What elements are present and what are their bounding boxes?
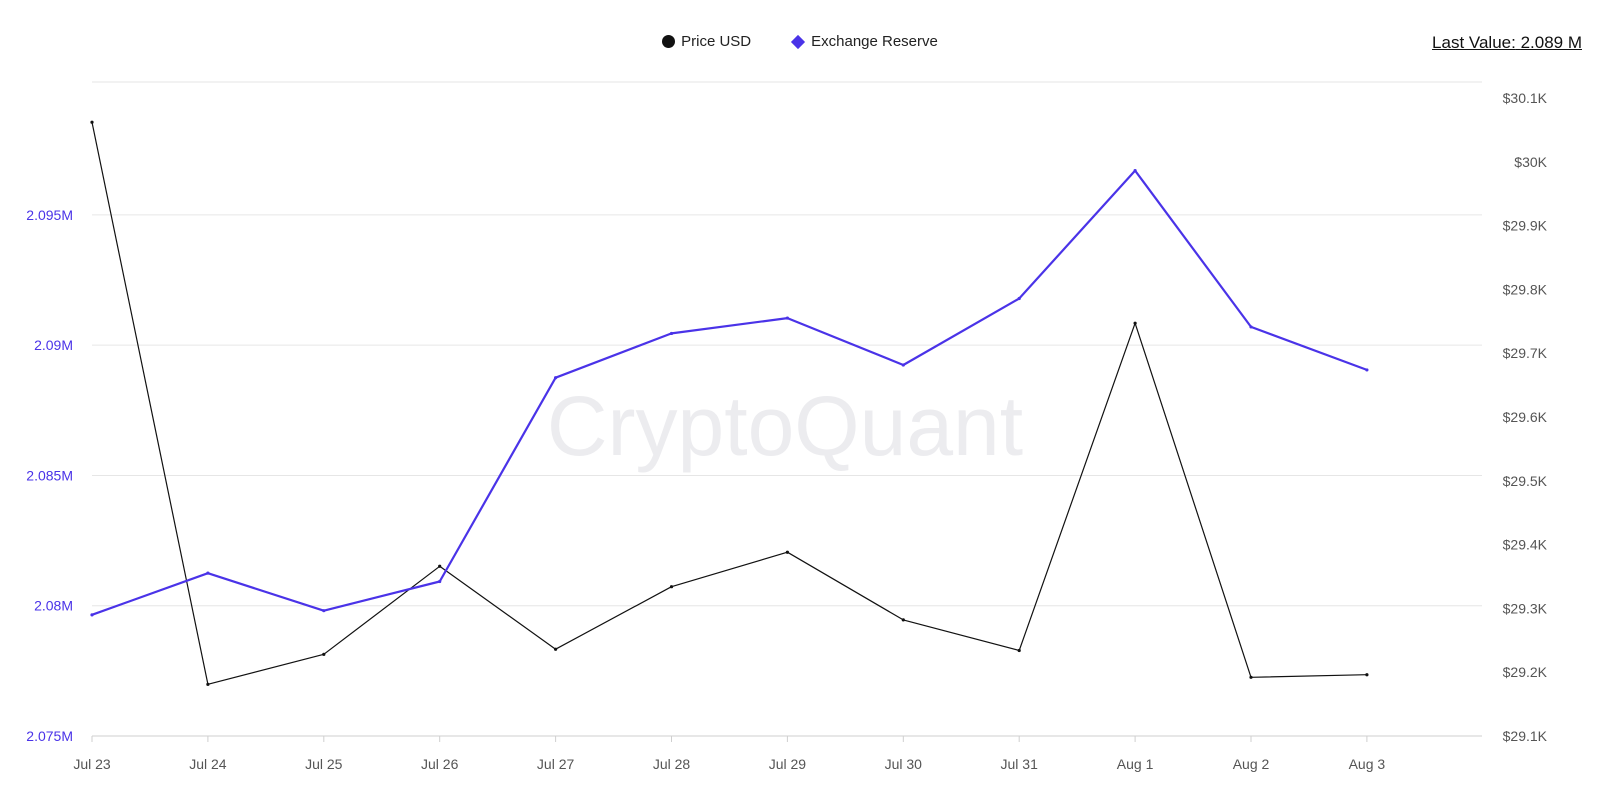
x-tick-label: Jul 25 xyxy=(305,756,343,772)
data-point-exchange-reserve xyxy=(206,571,210,575)
y-right-tick-label: $29.8K xyxy=(1503,281,1548,297)
data-point-price-usd xyxy=(90,120,94,124)
y-right-tick-label: $29.1K xyxy=(1503,728,1548,744)
data-point-price-usd xyxy=(1133,321,1137,325)
data-point-exchange-reserve xyxy=(322,609,326,613)
data-point-price-usd xyxy=(322,652,326,656)
data-point-price-usd xyxy=(1017,648,1021,653)
data-point-price-usd xyxy=(554,647,558,651)
data-point-exchange-reserve xyxy=(1133,168,1137,173)
data-point-price-usd xyxy=(438,564,442,568)
x-tick-label: Jul 30 xyxy=(885,756,923,772)
x-tick-label: Jul 28 xyxy=(653,756,691,772)
y-right-tick-label: $30K xyxy=(1514,154,1547,170)
x-tick-label: Aug 2 xyxy=(1233,756,1270,772)
legend-label-price-usd: Price USD xyxy=(681,33,752,50)
data-point-price-usd xyxy=(1249,675,1253,679)
data-point-exchange-reserve xyxy=(90,613,94,617)
data-point-price-usd xyxy=(785,550,790,554)
last-value-number: 2.089 M xyxy=(1520,33,1582,52)
last-value-readout: Last Value: 2.089 M xyxy=(1432,33,1582,53)
x-tick-label: Jul 24 xyxy=(189,756,227,772)
data-point-exchange-reserve xyxy=(785,316,790,320)
x-tick-label: Jul 29 xyxy=(769,756,807,772)
y-right-tick-label: $29.5K xyxy=(1503,473,1548,489)
x-tick-label: Jul 26 xyxy=(421,756,459,772)
y-right-tick-label: $30.1K xyxy=(1503,90,1548,106)
diamond-marker-icon xyxy=(791,34,806,49)
x-tick-label: Aug 3 xyxy=(1349,756,1386,772)
y-right-tick-label: $29.2K xyxy=(1503,664,1548,680)
data-point-exchange-reserve xyxy=(1017,296,1021,301)
y-right-tick-label: $29.9K xyxy=(1503,218,1548,234)
data-point-price-usd xyxy=(669,585,674,589)
data-point-exchange-reserve xyxy=(438,579,442,584)
x-tick-label: Aug 1 xyxy=(1117,756,1154,772)
y-right-tick-label: $29.4K xyxy=(1503,537,1548,553)
watermark-text: CryptoQuant xyxy=(547,379,1023,473)
x-tick-label: Jul 23 xyxy=(73,756,111,772)
data-point-exchange-reserve xyxy=(1249,325,1253,329)
y-left-tick-label: 2.095M xyxy=(26,207,73,223)
data-point-exchange-reserve xyxy=(1365,368,1369,372)
x-tick-label: Jul 31 xyxy=(1001,756,1039,772)
circle-marker-icon xyxy=(662,35,676,48)
y-left-tick-label: 2.085M xyxy=(26,467,73,483)
series-line-exchange-reserve xyxy=(91,169,1368,616)
y-left-tick-label: 2.09M xyxy=(34,337,73,353)
data-point-price-usd xyxy=(901,618,905,622)
y-right-tick-label: $29.3K xyxy=(1503,600,1548,616)
legend-item-exchange-reserve[interactable]: Exchange Reserve xyxy=(791,33,938,50)
y-right-tick-label: $29.6K xyxy=(1503,409,1548,425)
legend-item-price-usd[interactable]: Price USD xyxy=(662,33,751,50)
axes: 2.075M 2.08M 2.085M 2.09M 2.095M $29.1K $29.2K… xyxy=(26,90,1547,772)
y-right-tick-label: $29.7K xyxy=(1503,345,1548,361)
data-point-exchange-reserve xyxy=(554,376,558,380)
series-lines xyxy=(90,120,1369,686)
y-left-tick-label: 2.08M xyxy=(34,598,73,614)
last-value-label: Last Value: xyxy=(1432,33,1516,52)
data-point-exchange-reserve xyxy=(669,331,674,336)
x-tick-label: Jul 27 xyxy=(537,756,575,772)
y-left-tick-label: 2.075M xyxy=(26,728,73,744)
data-point-price-usd xyxy=(1365,673,1369,677)
data-point-exchange-reserve xyxy=(901,363,905,367)
chart-legend: Price USD Exchange Reserve xyxy=(0,33,1600,50)
series-line-price-usd xyxy=(91,122,1367,685)
legend-label-exchange-reserve: Exchange Reserve xyxy=(811,33,938,50)
data-point-price-usd xyxy=(206,682,210,686)
